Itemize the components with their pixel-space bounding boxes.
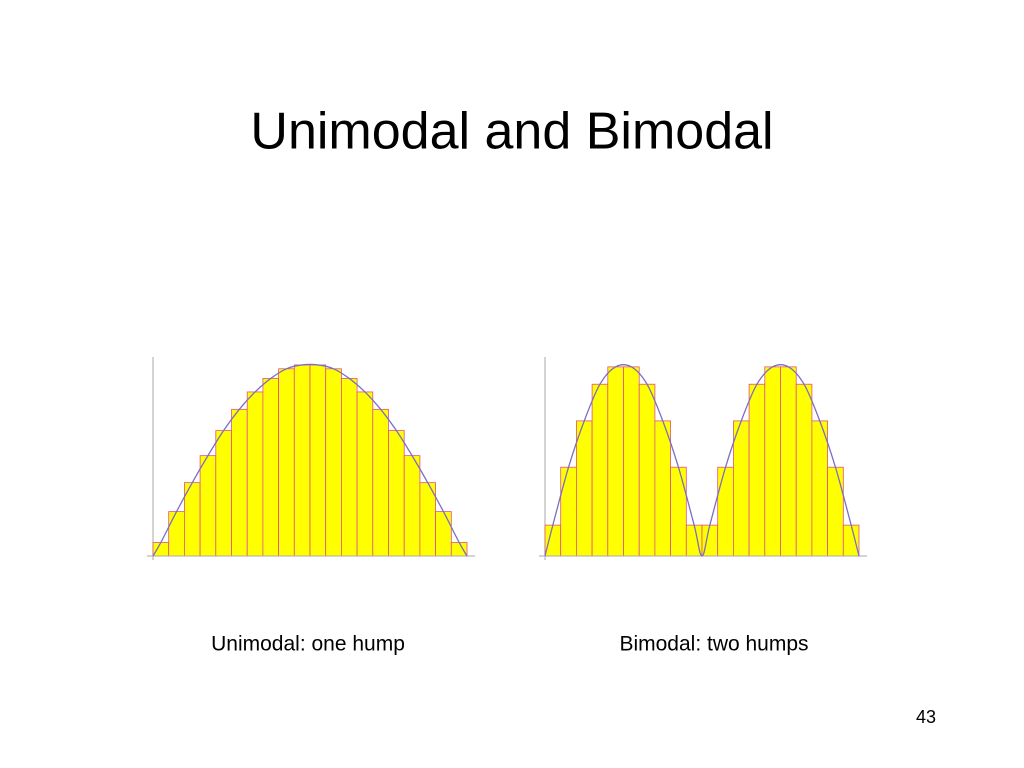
- bar: [152, 542, 170, 557]
- bar: [560, 466, 577, 557]
- bar: [435, 511, 452, 557]
- density-curve: [152, 363, 468, 557]
- bar: [748, 383, 766, 557]
- bar: [623, 366, 640, 557]
- bar: [215, 430, 232, 557]
- bar: [450, 542, 468, 557]
- bar: [325, 368, 342, 557]
- bar: [309, 364, 327, 557]
- bar: [403, 455, 421, 557]
- bar: [231, 408, 248, 557]
- slide-title: Unimodal and Bimodal: [250, 103, 773, 161]
- bar: [827, 466, 844, 557]
- bar: [764, 366, 781, 557]
- bar: [388, 430, 405, 557]
- bar: [717, 466, 734, 557]
- bar: [262, 378, 279, 557]
- bar: [811, 420, 829, 557]
- chart-caption: Unimodal: one hump: [211, 633, 405, 656]
- bar: [795, 383, 813, 557]
- bar: [733, 420, 750, 557]
- bar: [654, 420, 672, 557]
- bar: [591, 383, 609, 557]
- bar: [340, 378, 358, 557]
- bar: [372, 408, 389, 557]
- bar: [607, 366, 624, 557]
- bar: [356, 391, 374, 557]
- bar: [638, 383, 656, 557]
- bar: [293, 364, 311, 557]
- bar: [670, 466, 687, 557]
- bar: [168, 511, 185, 557]
- bar: [576, 420, 593, 557]
- chart-caption: Bimodal: two humps: [619, 633, 808, 656]
- density-curve: [544, 364, 860, 557]
- bar: [842, 524, 860, 557]
- page-number: 43: [916, 707, 936, 727]
- bar: [544, 524, 562, 557]
- bar: [246, 391, 264, 557]
- bar: [278, 368, 295, 557]
- bar: [780, 366, 797, 557]
- bar: [199, 455, 217, 557]
